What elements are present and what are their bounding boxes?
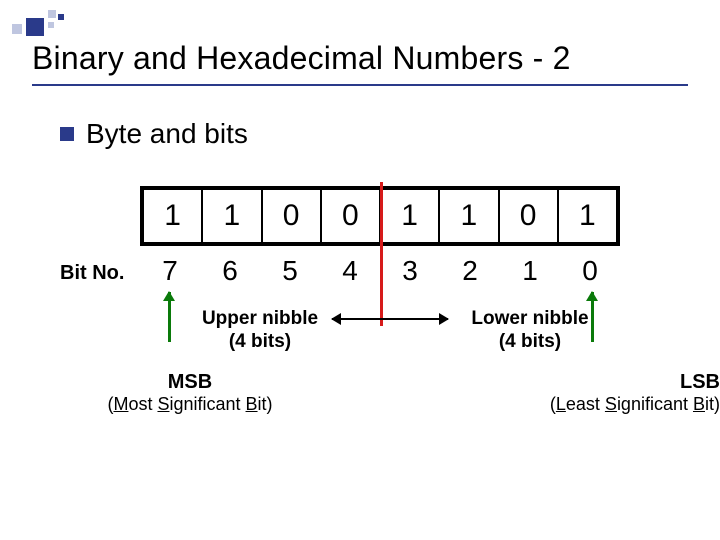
lsb-expansion: (Least Significant Bit) bbox=[550, 394, 720, 414]
lsb-short: LSB bbox=[500, 370, 720, 394]
byte-cell: 1 bbox=[381, 190, 440, 242]
lower-nibble-l1: Lower nibble bbox=[471, 308, 588, 329]
bit-number: 3 bbox=[380, 255, 440, 287]
lower-nibble-l2: (4 bits) bbox=[499, 331, 561, 352]
msb-expansion: (Most Significant Bit) bbox=[107, 394, 272, 414]
bit-number: 1 bbox=[500, 255, 560, 287]
bullet-text: Byte and bits bbox=[86, 118, 248, 150]
upper-nibble-label: Upper nibble (4 bits) bbox=[190, 308, 330, 354]
nibble-span-arrow-icon bbox=[332, 318, 448, 320]
bit-number: 7 bbox=[140, 255, 200, 287]
byte-cell: 0 bbox=[322, 190, 381, 242]
nibble-divider bbox=[380, 182, 383, 326]
bullet-row: Byte and bits bbox=[60, 118, 248, 150]
slide-deco bbox=[12, 10, 92, 38]
msb-caption: MSB (Most Significant Bit) bbox=[80, 370, 300, 416]
byte-cell: 1 bbox=[144, 190, 203, 242]
bit-number-label: Bit No. bbox=[60, 262, 124, 285]
bit-number-row: 7 6 5 4 3 2 1 0 bbox=[140, 255, 620, 287]
bit-number: 0 bbox=[560, 255, 620, 287]
msb-arrow-icon bbox=[168, 292, 171, 342]
msb-short: MSB bbox=[80, 370, 300, 394]
bit-number: 6 bbox=[200, 255, 260, 287]
byte-cell: 1 bbox=[559, 190, 616, 242]
byte-cell: 1 bbox=[440, 190, 499, 242]
byte-cell: 0 bbox=[263, 190, 322, 242]
lower-nibble-label: Lower nibble (4 bits) bbox=[460, 308, 600, 354]
bit-number: 5 bbox=[260, 255, 320, 287]
upper-nibble-l1: Upper nibble bbox=[202, 308, 318, 329]
bit-number: 4 bbox=[320, 255, 380, 287]
lsb-caption: LSB (Least Significant Bit) bbox=[500, 370, 720, 416]
bullet-icon bbox=[60, 127, 74, 141]
bit-number: 2 bbox=[440, 255, 500, 287]
byte-cell: 0 bbox=[500, 190, 559, 242]
upper-nibble-l2: (4 bits) bbox=[229, 331, 291, 352]
title-underline bbox=[32, 84, 688, 86]
byte-cell: 1 bbox=[203, 190, 262, 242]
page-title: Binary and Hexadecimal Numbers - 2 bbox=[32, 40, 688, 77]
